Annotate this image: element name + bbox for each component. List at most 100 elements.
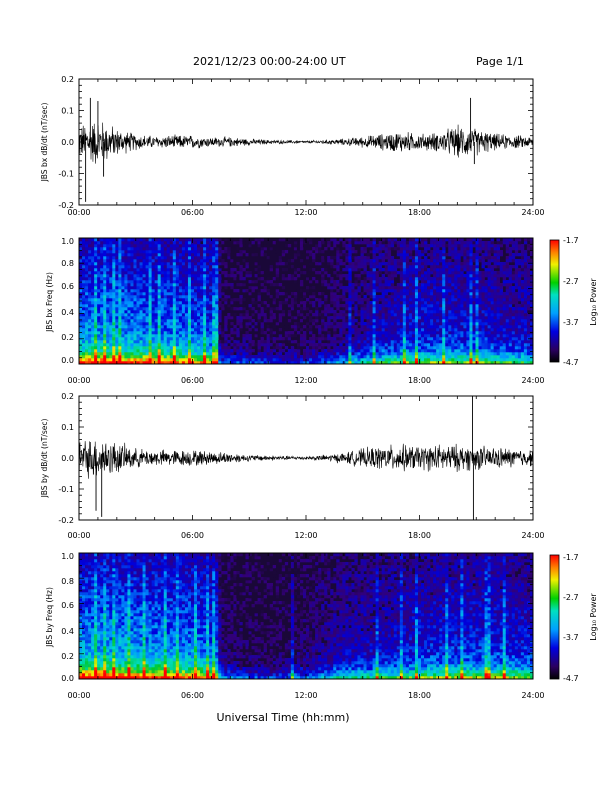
spectrogram-cell — [200, 256, 204, 260]
spectrogram-cell — [375, 289, 379, 293]
spectrogram-cell — [408, 238, 413, 242]
spectrogram-cell — [242, 349, 246, 353]
spectrogram-cell — [442, 250, 446, 254]
spectrogram-cell — [351, 313, 355, 317]
spectrogram-cell — [194, 328, 198, 332]
spectrogram-cell — [433, 343, 437, 347]
spectrogram-cell — [269, 313, 274, 317]
spectrogram-cell — [475, 277, 479, 281]
spectrogram-cell — [290, 325, 295, 329]
spectrogram-cell — [333, 271, 337, 275]
spectrogram-cell — [427, 340, 431, 344]
spectrogram-cell — [472, 340, 476, 344]
spectrogram-cell — [157, 286, 162, 290]
spectrogram-cell — [260, 343, 264, 347]
spectrogram-cell — [417, 352, 422, 356]
spectrogram-cell — [390, 274, 395, 278]
spectrogram-cell — [463, 292, 467, 296]
spectrogram-cell — [293, 310, 298, 314]
spectrogram-cell — [230, 268, 234, 272]
spectrogram-cell — [203, 340, 207, 344]
spectrogram-cell — [287, 265, 292, 269]
spectrogram-cell — [187, 265, 192, 269]
spectrogram-cell — [82, 298, 86, 302]
spectrogram-cell — [348, 283, 352, 287]
spectrogram-cell — [181, 238, 186, 242]
spectrogram-cell — [315, 250, 319, 254]
spectrogram-cell — [178, 277, 183, 281]
spectrogram-cell — [103, 277, 107, 281]
spectrogram-cell — [466, 307, 470, 311]
spectrogram-cell — [369, 268, 373, 272]
spectrogram-cell — [215, 286, 219, 290]
spectrogram-cell — [203, 331, 207, 335]
spectrogram-cell — [396, 331, 401, 335]
spectrogram-cell — [130, 244, 134, 248]
spectrogram-cell — [424, 355, 428, 359]
spectrogram-cell — [118, 337, 122, 341]
spectrogram-cell — [172, 355, 177, 359]
spectrogram-cell — [190, 337, 195, 341]
spectrogram-cell — [299, 289, 304, 293]
spectrogram-cell — [339, 325, 343, 329]
spectrogram-cell — [187, 274, 192, 278]
spectrogram-cell — [321, 319, 325, 323]
spectrogram-cell — [91, 355, 95, 359]
spectrogram-cell — [236, 277, 240, 281]
spectrogram-cell — [357, 265, 361, 269]
spectrogram-cell — [209, 277, 213, 281]
spectrogram-cell — [178, 274, 183, 278]
spectrogram-cell — [348, 265, 352, 269]
spectrogram-cell — [115, 259, 119, 263]
spectrogram-cell — [408, 349, 413, 353]
spectrogram-cell — [94, 349, 98, 353]
spectrogram-cell — [184, 346, 189, 350]
spectrogram-cell — [411, 343, 416, 347]
spectrogram-cell — [384, 313, 389, 317]
spectrogram-cell — [421, 283, 425, 287]
spectrogram-cell — [442, 331, 446, 335]
spectrogram-cell — [100, 334, 104, 338]
spectrogram-cell — [390, 325, 395, 329]
spectrogram-cell — [269, 304, 274, 308]
spectrogram-cell — [130, 313, 134, 317]
spectrogram-cell — [302, 355, 307, 359]
spectrogram-cell — [457, 298, 461, 302]
spectrogram-cell — [206, 334, 210, 338]
spectrogram-cell — [130, 292, 134, 296]
spectrogram-cell — [351, 238, 355, 242]
spectrogram-cell — [390, 310, 395, 314]
spectrogram-cell — [405, 295, 410, 299]
spectrogram-cell — [293, 265, 298, 269]
spectrogram-cell — [408, 355, 413, 359]
spectrogram-cell — [263, 289, 267, 293]
spectrogram-cell — [118, 262, 122, 266]
spectrogram-cell — [106, 238, 110, 242]
spectrogram-cell — [88, 361, 92, 365]
spectrogram-cell — [169, 301, 174, 305]
spectrogram-cell — [233, 331, 237, 335]
spectrogram-cell — [142, 268, 146, 272]
spectrogram-cell — [378, 253, 382, 257]
spectrogram-cell — [430, 238, 434, 242]
spectrogram-cell — [160, 271, 165, 275]
spectrogram-cell — [475, 271, 479, 275]
spectrogram-cell — [203, 316, 207, 320]
spectrogram-cell — [351, 247, 355, 251]
spectrogram-cell — [145, 238, 149, 242]
spectrogram-cell — [227, 316, 231, 320]
spectrogram-cell — [460, 262, 464, 266]
spectrogram-cell — [466, 259, 470, 263]
spectrogram-cell — [115, 271, 119, 275]
spectrogram-cell — [178, 289, 183, 293]
spectrogram-cell — [445, 271, 449, 275]
spectrogram-cell — [378, 346, 382, 350]
spectrogram-cell — [442, 298, 446, 302]
spectrogram-cell — [411, 328, 416, 332]
spectrogram-cell — [233, 262, 237, 266]
spectrogram-cell — [206, 247, 210, 251]
spectrogram-cell — [209, 250, 213, 254]
spectrogram-cell — [354, 289, 358, 293]
spectrogram-cell — [169, 334, 174, 338]
spectrogram-cell — [94, 316, 98, 320]
